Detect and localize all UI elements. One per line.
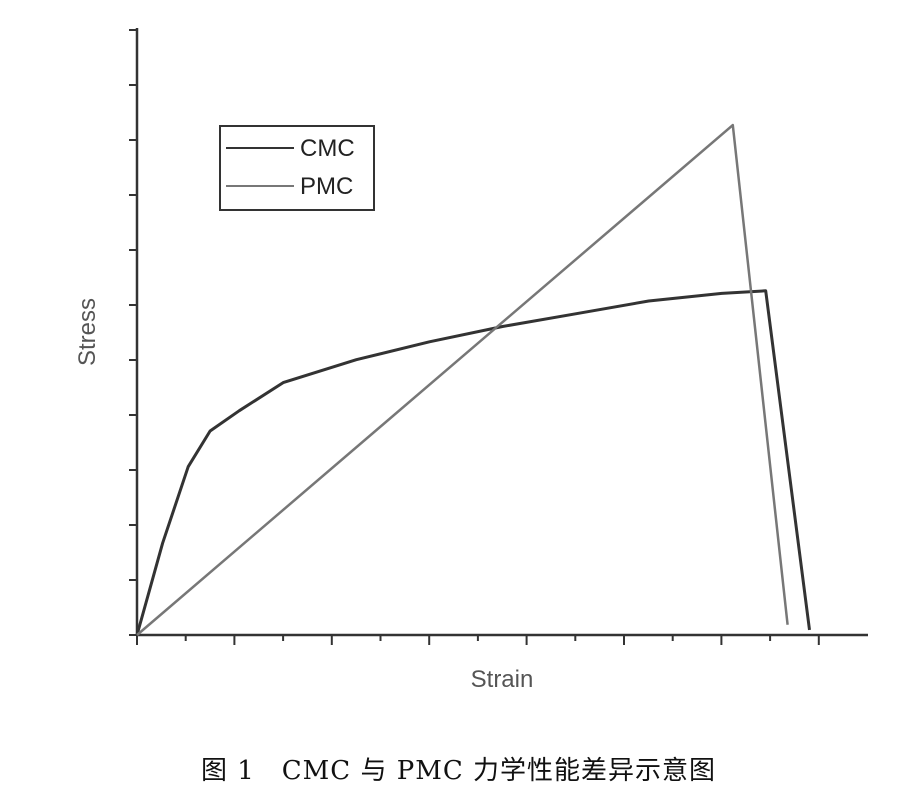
figure-caption: 图 1 CMC 与 PMC 力学性能差异示意图 (200, 756, 717, 786)
legend-label-cmc: CMC (300, 135, 355, 162)
legend-label-pmc: PMC (300, 173, 353, 200)
series-layer (135, 123, 811, 636)
y-axis-ticks (129, 29, 137, 636)
series-line-cmc (135, 289, 811, 636)
series-line-pmc (136, 123, 789, 636)
legend: CMC PMC (219, 125, 375, 211)
x-axis-label: Strain (471, 666, 534, 693)
axes (135, 28, 868, 637)
legend-box (219, 125, 375, 211)
y-axis-label: Stress (74, 298, 101, 366)
stress-strain-chart: Strain Stress CMC PMC (74, 28, 868, 693)
x-axis-ticks (136, 635, 820, 645)
